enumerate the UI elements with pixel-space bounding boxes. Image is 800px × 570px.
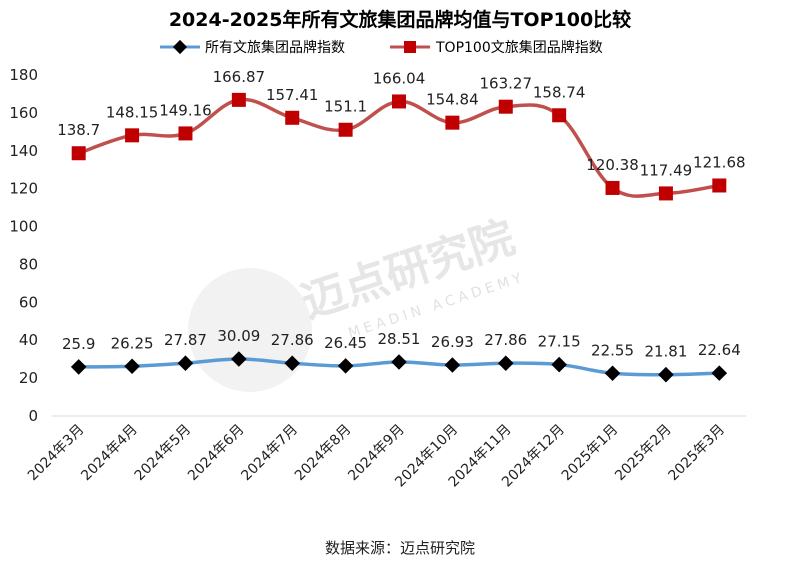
data-label: 148.15 (106, 103, 159, 121)
data-point-diamond (391, 354, 407, 370)
data-point-diamond (444, 357, 461, 373)
legend-item-top100: TOP100文旅集团品牌指数 (390, 39, 603, 56)
data-label: 27.15 (538, 333, 581, 351)
data-label: 26.93 (431, 333, 474, 351)
legend-label-all: 所有文旅集团品牌指数 (205, 39, 345, 56)
data-point-square (552, 108, 567, 123)
legend-label-top100: TOP100文旅集团品牌指数 (435, 39, 603, 56)
data-label: 22.64 (698, 341, 741, 359)
source-note: 数据来源：迈点研究院 (325, 539, 475, 557)
x-tick-label: 2025年3月 (666, 422, 729, 485)
data-point-square (658, 186, 673, 201)
data-label: 26.45 (324, 334, 367, 352)
legend-item-all: 所有文旅集团品牌指数 (160, 39, 345, 56)
data-point-square (231, 92, 246, 107)
x-tick-label: 2024年3月 (25, 422, 88, 485)
data-point-diamond (551, 356, 567, 373)
data-label: 27.86 (484, 331, 527, 349)
data-label: 27.86 (271, 331, 314, 349)
data-point-square (178, 126, 193, 141)
data-label: 25.9 (62, 335, 95, 353)
x-tick-label: 2024年4月 (78, 422, 141, 485)
y-tick-label: 0 (28, 407, 38, 425)
y-tick-label: 160 (9, 104, 38, 122)
data-point-square (445, 115, 460, 130)
data-point-diamond (497, 355, 514, 371)
data-label: 117.49 (640, 161, 693, 179)
y-axis: 0 20 40 60 80 100 120 140 160 180 (9, 66, 38, 425)
data-point-diamond (177, 355, 194, 371)
legend-marker-diamond-icon (172, 39, 188, 55)
data-point-square (392, 94, 406, 109)
x-axis: 2024年3月2024年4月2024年5月2024年6月2024年7月2024年… (25, 422, 728, 491)
data-label: 166.87 (213, 68, 266, 86)
data-label: 30.09 (217, 327, 260, 345)
x-tick-label: 2025年1月 (559, 422, 622, 485)
y-tick-label: 60 (19, 293, 38, 311)
data-label: 28.51 (378, 330, 421, 348)
y-tick-label: 120 (9, 180, 38, 198)
legend-marker-square-icon (404, 41, 416, 53)
x-tick-label: 2024年7月 (238, 422, 301, 485)
data-point-square (498, 99, 513, 114)
data-point-square (285, 110, 300, 125)
x-tick-label: 2024年5月 (132, 422, 195, 485)
chart-title: 2024-2025年所有文旅集团品牌均值与TOP100比较 (169, 8, 631, 31)
series-all: 25.9 26.25 27.87 30.09 27.86 26.45 28.51 26.93 2… (62, 327, 741, 383)
y-tick-label: 80 (19, 255, 38, 273)
data-point-diamond (711, 365, 728, 381)
data-point-square (605, 180, 620, 195)
data-label: 26.25 (111, 334, 154, 352)
y-tick-label: 180 (9, 66, 38, 84)
data-label: 27.87 (164, 331, 207, 349)
data-point-diamond (658, 366, 674, 383)
data-label: 158.74 (533, 83, 586, 101)
legend: 所有文旅集团品牌指数 TOP100文旅集团品牌指数 (160, 39, 603, 56)
y-tick-label: 20 (19, 369, 38, 387)
data-label: 166.04 (373, 69, 426, 87)
data-label: 120.38 (586, 156, 639, 174)
data-label: 154.84 (426, 91, 479, 109)
data-label: 21.81 (644, 343, 687, 361)
data-label: 121.68 (693, 153, 746, 171)
data-point-square (71, 146, 86, 161)
data-label: 151.1 (324, 98, 367, 116)
x-tick-label: 2025年2月 (612, 422, 675, 485)
y-tick-label: 100 (9, 218, 38, 236)
x-tick-label: 2024年6月 (185, 422, 248, 485)
y-tick-label: 40 (19, 331, 38, 349)
x-tick-label: 2024年8月 (292, 422, 355, 485)
data-point-square (338, 122, 353, 137)
y-tick-label: 140 (9, 142, 38, 160)
data-point-diamond (337, 358, 354, 374)
data-label: 163.27 (480, 75, 533, 93)
data-point-diamond (124, 358, 140, 375)
data-label: 138.7 (57, 121, 100, 139)
data-point-square (125, 128, 140, 143)
data-label: 157.41 (266, 86, 319, 104)
data-point-diamond (604, 365, 621, 382)
data-point-square (712, 178, 727, 193)
series-layer: 25.9 26.25 27.87 30.09 27.86 26.45 28.51 26.93 2… (57, 68, 746, 383)
data-point-diamond (231, 351, 247, 367)
data-label: 22.55 (591, 341, 634, 359)
data-point-diamond (70, 359, 87, 375)
data-label: 149.16 (159, 101, 212, 119)
